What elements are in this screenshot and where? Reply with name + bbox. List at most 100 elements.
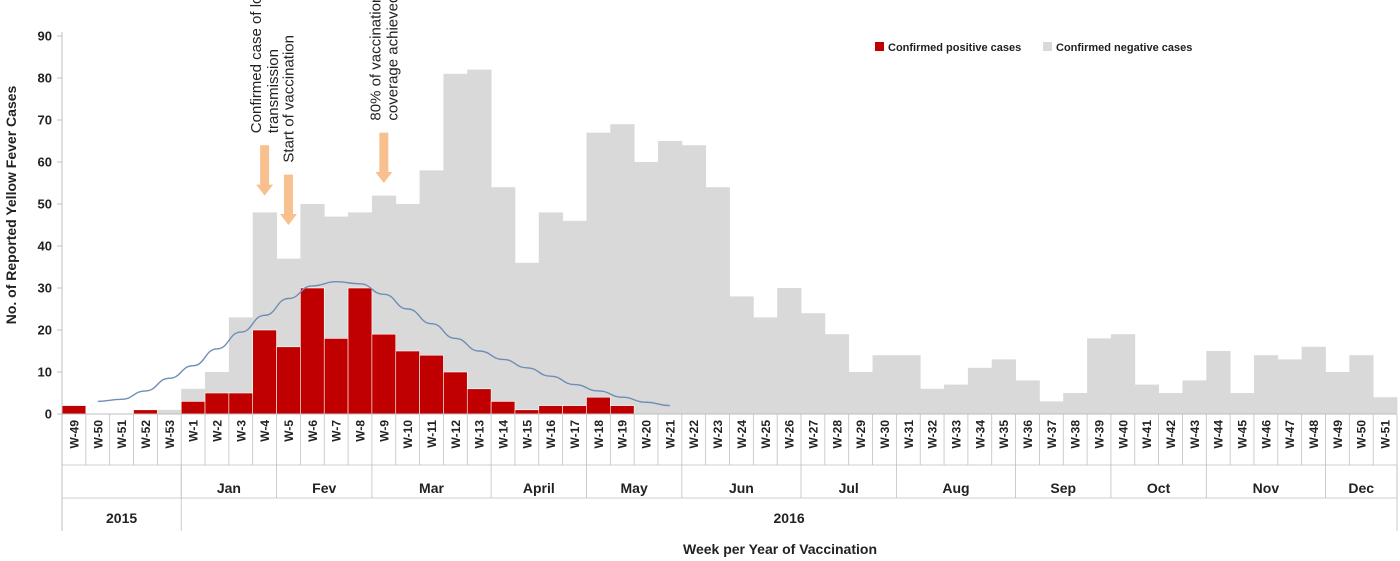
- x-tick-label-W-9-13: W-9: [377, 420, 391, 442]
- x-tick-label-W-29-33: W-29: [854, 420, 868, 449]
- negative-bar-W-41-45: [1134, 384, 1160, 414]
- month-label-mar: Mar: [419, 480, 444, 496]
- x-tick-label-W-13-17: W-13: [473, 420, 487, 449]
- month-label-april: April: [523, 480, 555, 496]
- positive-bar-W-1-5: [180, 401, 206, 415]
- negative-bar-W-12-16: [443, 73, 468, 415]
- axes-layer: 0 10 20 30 40 50 60 70 80 90 W-49 W-50 W-51 W-52 W-53 W…: [38, 29, 1398, 531]
- y-axis-title: No. of Reported Yellow Fever Cases: [3, 85, 19, 324]
- negative-bar-W-28-32: [824, 334, 850, 414]
- positive-bar-W-9-13: [371, 333, 397, 415]
- x-tick-label-W-7-11: W-7: [330, 420, 344, 442]
- positive-bar-W-7-11: [323, 338, 349, 415]
- x-tick-label-W-38-42: W-38: [1069, 420, 1083, 449]
- trendline-layer: [97, 280, 670, 407]
- x-tick-label-W-14-18: W-14: [497, 420, 511, 449]
- x-tick-label-W-26-30: W-26: [783, 420, 797, 449]
- x-tick-label-W-22-26: W-22: [687, 420, 701, 449]
- y-tick-label-50: 50: [38, 197, 52, 212]
- x-tick-label-W-34-38: W-34: [973, 420, 987, 449]
- x-tick-label-W-1-5: W-1: [187, 420, 201, 442]
- month-label-may: May: [621, 480, 648, 496]
- month-label-nov: Nov: [1253, 480, 1280, 496]
- positive-bar-W-8-12: [347, 287, 373, 415]
- month-label-sep: Sep: [1050, 480, 1076, 496]
- month-label-jun: Jun: [729, 480, 754, 496]
- x-tick-label-W-3-7: W-3: [234, 420, 248, 442]
- positive-bar-W-3-7: [228, 392, 254, 415]
- annotations-layer: Confirmed case of local transmissionStart…: [248, 0, 401, 225]
- x-tick-label-W-51-2: W-51: [115, 420, 129, 449]
- negative-bar-W-53-4: [157, 409, 182, 414]
- positive-bar-W-18-22: [586, 396, 611, 415]
- negative-bar-W-30-34: [872, 355, 897, 414]
- negative-bar-W-35-39: [991, 359, 1016, 414]
- x-tick-label-W-45-49: W-45: [1236, 420, 1250, 449]
- negative-bar-W-46-50: [1253, 355, 1279, 414]
- negative-bar-W-51-55: [1373, 397, 1398, 414]
- positive-bar-W-4-8: [252, 329, 277, 415]
- positive-bar-W-5-9: [276, 346, 301, 415]
- month-label-jul: Jul: [839, 480, 859, 496]
- x-tick-label-W-51-55: W-51: [1379, 420, 1393, 449]
- annotation-text-2-0: 80% of vaccination: [367, 0, 384, 121]
- negative-bar-W-50-54: [1349, 355, 1374, 414]
- negative-bar-W-24-28: [729, 296, 754, 414]
- x-axis-title: Week per Year of Vaccination: [683, 541, 877, 557]
- trendline: [97, 280, 670, 407]
- legend-label-0: Confirmed positive cases: [888, 42, 1021, 54]
- negative-bar-W-14-18: [491, 187, 516, 414]
- x-tick-label-W-50-1: W-50: [91, 420, 105, 449]
- positive-bar-W-15-19: [514, 409, 540, 415]
- x-tick-label-W-11-15: W-11: [425, 420, 439, 448]
- positive-bar-W-52-3: [133, 409, 158, 415]
- x-tick-label-W-31-35: W-31: [902, 420, 916, 449]
- x-tick-label-W-10-14: W-10: [401, 420, 415, 449]
- negative-bar-W-42-46: [1158, 393, 1183, 414]
- x-tick-label-W-49-53: W-49: [1331, 420, 1345, 449]
- y-tick-label-40: 40: [38, 239, 52, 254]
- positive-bar-W-11-15: [419, 354, 444, 415]
- annotation-text-1-0: Start of vaccination: [280, 35, 297, 163]
- x-tick-label-W-39-43: W-39: [1093, 420, 1107, 449]
- x-tick-label-W-41-45: W-41: [1140, 420, 1154, 449]
- negative-bar-W-25-29: [753, 317, 778, 414]
- negative-bar-W-43-47: [1182, 380, 1207, 414]
- negative-bar-W-38-42: [1063, 393, 1088, 414]
- x-tick-label-W-40-44: W-40: [1116, 420, 1130, 449]
- annotation-text-2-1: coverage achieved: [384, 0, 401, 121]
- negative-bar-W-29-33: [848, 372, 873, 414]
- month-label-fev: Fev: [312, 480, 336, 496]
- negative-bar-W-44-48: [1206, 351, 1231, 414]
- x-tick-label-W-2-6: W-2: [210, 420, 224, 442]
- annotation-arrow-2: [375, 132, 393, 183]
- x-tick-label-W-12-16: W-12: [449, 420, 463, 449]
- y-tick-label-70: 70: [38, 113, 52, 128]
- negative-bar-W-26-30: [777, 288, 802, 414]
- x-tick-label-W-6-10: W-6: [306, 420, 320, 442]
- negative-bar-W-15-19: [514, 262, 540, 414]
- x-tick-label-W-44-48: W-44: [1212, 420, 1226, 449]
- positive-bar-W-19-23: [610, 405, 635, 415]
- negative-bar-W-17-21: [562, 220, 587, 414]
- legend-swatch-0: [875, 42, 884, 51]
- x-tick-label-W-43-47: W-43: [1188, 420, 1202, 449]
- x-tick-label-W-49-0: W-49: [67, 420, 81, 449]
- month-label-dec: Dec: [1348, 480, 1374, 496]
- positive-bar-W-17-21: [562, 405, 587, 415]
- x-tick-label-W-30-34: W-30: [878, 420, 892, 449]
- positive-bar-W-14-18: [490, 401, 516, 415]
- negative-bar-W-39-43: [1087, 338, 1112, 414]
- positive-bar-W-10-14: [395, 350, 420, 415]
- x-tick-label-W-17-21: W-17: [568, 420, 582, 449]
- negative-bar-W-40-44: [1110, 334, 1136, 414]
- x-tick-label-W-25-29: W-25: [759, 420, 773, 449]
- negative-bar-W-27-31: [801, 313, 826, 414]
- negative-bar-W-32-36: [920, 388, 945, 414]
- y-tick-label-0: 0: [45, 407, 52, 422]
- annotation-text-0-1: transmission: [265, 49, 282, 133]
- negative-bar-W-20-24: [634, 162, 659, 414]
- x-tick-label-W-48-52: W-48: [1307, 420, 1321, 449]
- x-tick-label-W-36-40: W-36: [1021, 420, 1035, 449]
